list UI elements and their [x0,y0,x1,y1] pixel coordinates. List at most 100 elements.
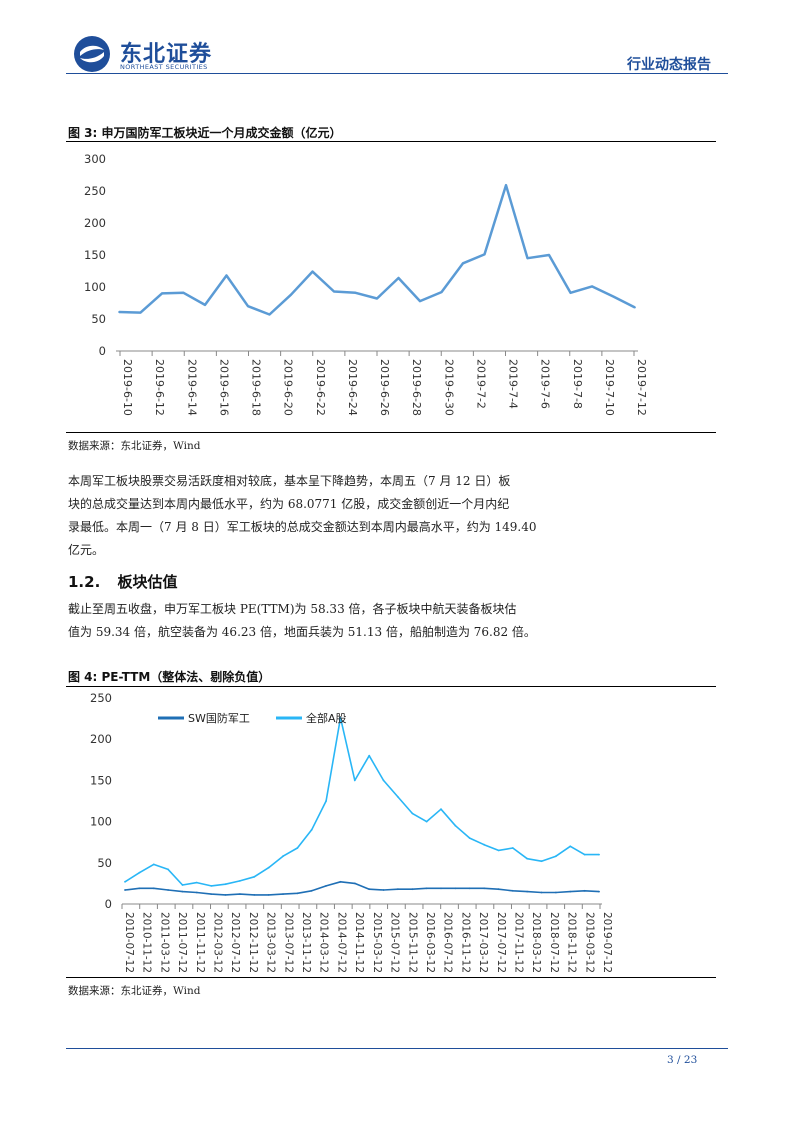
data-point [526,890,529,893]
legend-label: 全部A股 [306,711,347,725]
x-tick-label: 2019-6-14 [185,359,198,416]
logo-emblem-icon [74,36,110,72]
data-point [569,845,572,848]
legend-label: SW国防军工 [188,711,250,725]
y-tick-label: 250 [84,184,106,198]
y-tick-label: 100 [84,280,106,294]
x-tick-label: 2019-6-16 [217,359,230,416]
data-point [526,257,529,260]
data-point [548,254,550,256]
x-tick-label: 2019-7-6 [539,359,552,409]
figure4-title: 图 4: PE-TTM（整体法、剔除负值） [68,670,271,684]
data-point [268,313,271,316]
x-tick-label: 2019-03-12 [583,912,595,973]
section-title: 板块估值 [117,573,178,591]
paragraph-line: 值为 59.34 倍，航空装备为 46.23 倍，地面兵装为 51.13 倍，船… [68,625,536,639]
data-point [253,894,256,896]
figure4-chart: 0 50 100 150 200 250 2010-07-12 2010-11-12 2011-… [90,691,613,973]
data-point [454,887,457,890]
x-tick-label: 2019-7-4 [507,359,520,409]
x-tick-label: 2015-03-12 [371,912,383,973]
data-point [118,311,120,313]
x-tick-label: 2010-07-12 [123,912,135,973]
x-tick-label: 2019-6-28 [410,359,423,416]
x-tick-label: 2011-11-12 [194,912,206,973]
x-tick-label: 2018-11-12 [566,912,578,973]
data-point [181,884,184,886]
figure4-source: 数据来源：东北证券，Wind [68,985,201,997]
data-point [325,885,327,887]
data-point [462,262,464,265]
x-tick-label: 2012-11-12 [247,912,259,973]
x-tick-label: 2019-6-10 [121,359,134,416]
y-tick-label: 100 [90,815,112,829]
y-tick-label: 50 [91,312,106,326]
data-point [397,796,399,798]
data-point [224,894,227,896]
data-point [138,871,141,874]
paragraph-line: 亿元。 [68,543,105,557]
data-point [425,820,428,823]
paragraph-line: 录最低。本周一（7 月 8 日）军工板块的总成交金额达到本周内最高水平，约为 1… [68,520,537,534]
y-tick-label: 150 [84,248,106,262]
x-tick-label: 2019-6-22 [314,359,327,416]
x-tick-label: 2017-03-12 [477,912,489,973]
series-line [118,183,636,316]
data-point [540,860,543,863]
data-point [411,812,414,815]
x-tick-label: 2014-03-12 [318,912,330,973]
data-point [397,888,399,891]
data-point [483,887,485,890]
data-point [583,889,586,892]
data-point [204,304,206,306]
data-point [195,881,198,884]
x-tick-label: 2019-7-10 [603,359,616,416]
y-tick-label: 200 [90,732,112,746]
data-point [296,892,299,895]
data-point [569,890,572,893]
data-point [152,863,155,866]
x-tick-label: 2015-11-12 [406,912,418,973]
x-tick-label: 2019-6-18 [250,359,263,416]
data-point [167,889,169,891]
data-point [598,890,600,893]
data-point [210,885,213,887]
x-tick-label: 2011-07-12 [176,912,188,973]
data-point [591,285,593,288]
data-point [225,274,228,277]
figure4-bottom-rule [66,977,716,978]
data-point [267,894,270,896]
data-point [311,270,314,273]
x-tick-label: 2019-6-12 [153,359,166,416]
x-tick-label: 2018-07-12 [548,912,560,973]
data-point [195,891,198,894]
data-point [583,853,586,856]
y-tick-label: 0 [99,344,106,358]
data-point [181,890,184,893]
footer-rule [66,1048,728,1049]
y-tick-label: 300 [84,152,106,166]
paragraph-line: 块的总成交量达到本周内最低水平，约为 68.0771 亿股，成交金额创近一个月内… [68,497,510,511]
data-point [425,887,428,890]
x-tick-label: 2014-07-12 [335,912,347,973]
x-tick-label: 2019-6-24 [346,359,359,416]
data-point [483,843,485,846]
x-tick-label: 2019-6-20 [282,359,295,416]
data-point [310,828,313,831]
x-tick-label: 2019-07-12 [601,912,613,973]
data-point [224,883,227,886]
figure3-title: 图 3: 申万国防军工板块近一个月成交金额（亿元） [68,126,342,140]
data-point [368,888,371,891]
data-point [505,184,507,187]
data-point [598,853,600,856]
data-point [282,893,284,895]
data-point [555,891,557,894]
data-point [382,889,385,891]
x-tick-label: 2015-07-12 [389,912,401,973]
company-logo: 东北证券 NORTHEAST SECURITIES [72,34,232,74]
data-point [290,293,292,296]
data-point [368,754,371,757]
data-point [411,888,414,891]
data-point [555,855,557,858]
page-number: 3 / 23 [667,1054,698,1066]
